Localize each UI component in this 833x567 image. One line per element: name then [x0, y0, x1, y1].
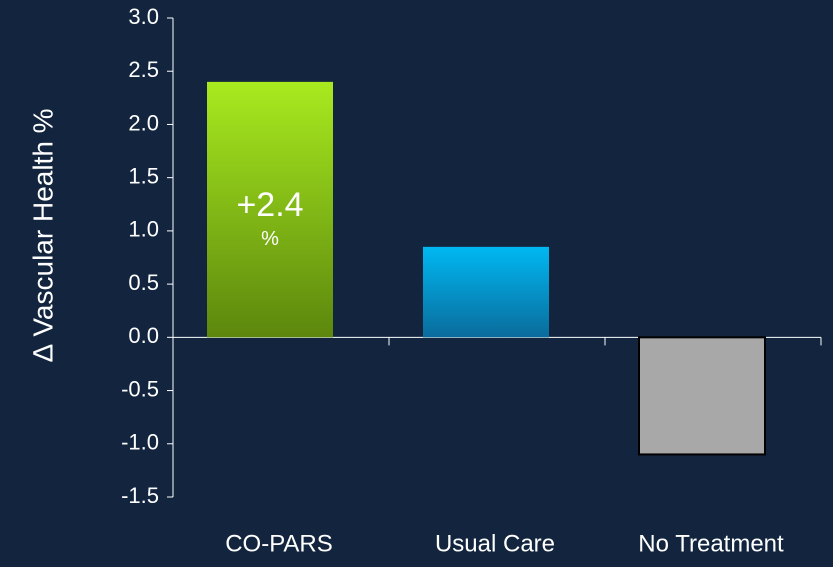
y-tick-label: 1.0 [128, 217, 159, 242]
bar [207, 81, 333, 338]
bar [423, 246, 549, 338]
y-tick-label: 0.0 [128, 323, 159, 348]
y-tick-label: 3.0 [128, 4, 159, 29]
y-tick-label: 0.5 [128, 270, 159, 295]
y-tick-label: -1.5 [121, 483, 159, 508]
y-tick-label: -1.0 [121, 430, 159, 455]
value-label: +2.4 % [236, 186, 304, 250]
x-tick-label: Usual Care [435, 530, 555, 557]
y-tick-label: -0.5 [121, 376, 159, 401]
y-tick-label: 2.0 [128, 110, 159, 135]
y-tick-label: 2.5 [128, 57, 159, 82]
x-tick-label: No Treatment [638, 530, 784, 557]
x-tick-label: CO-PARS [225, 530, 333, 557]
y-tick-label: 1.5 [128, 163, 159, 188]
bar [638, 336, 766, 456]
y-axis-label: ∆ Vascular Health % [27, 108, 58, 361]
